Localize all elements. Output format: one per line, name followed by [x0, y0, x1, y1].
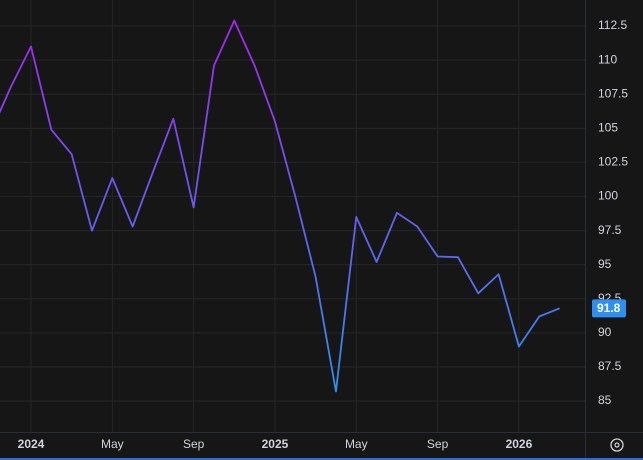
y-tick-label: 105 — [598, 120, 618, 134]
x-tick-label: 2026 — [506, 437, 533, 451]
y-tick-label: 90 — [598, 325, 612, 339]
labels: 8587.59092.59597.5100102.5105107.5110112… — [18, 18, 629, 451]
plot — [0, 19, 560, 393]
settings-icon-center[interactable] — [614, 442, 620, 448]
x-tick-label: 2024 — [18, 437, 45, 451]
last-value-badge — [592, 299, 626, 318]
x-tick-label: May — [345, 437, 368, 451]
y-tick-label: 85 — [598, 393, 612, 407]
grid — [0, 0, 585, 432]
y-tick-label: 95 — [598, 257, 612, 271]
settings-button[interactable] — [610, 438, 624, 452]
x-tick-label: Sep — [183, 437, 205, 451]
x-tick-label: Sep — [427, 437, 449, 451]
y-tick-label: 102.5 — [598, 155, 628, 169]
y-tick-label: 110 — [598, 52, 617, 66]
last-value-label: 91.8 — [597, 301, 621, 315]
x-tick-label: May — [101, 437, 124, 451]
y-tick-label: 100 — [598, 189, 618, 203]
y-tick-label: 97.5 — [598, 223, 622, 237]
settings-icon[interactable] — [610, 438, 624, 452]
y-tick-label: 107.5 — [598, 86, 628, 100]
data-line — [0, 19, 560, 393]
y-tick-label: 87.5 — [598, 359, 622, 373]
x-tick-label: 2025 — [262, 437, 289, 451]
y-tick-label: 112.5 — [598, 18, 627, 32]
